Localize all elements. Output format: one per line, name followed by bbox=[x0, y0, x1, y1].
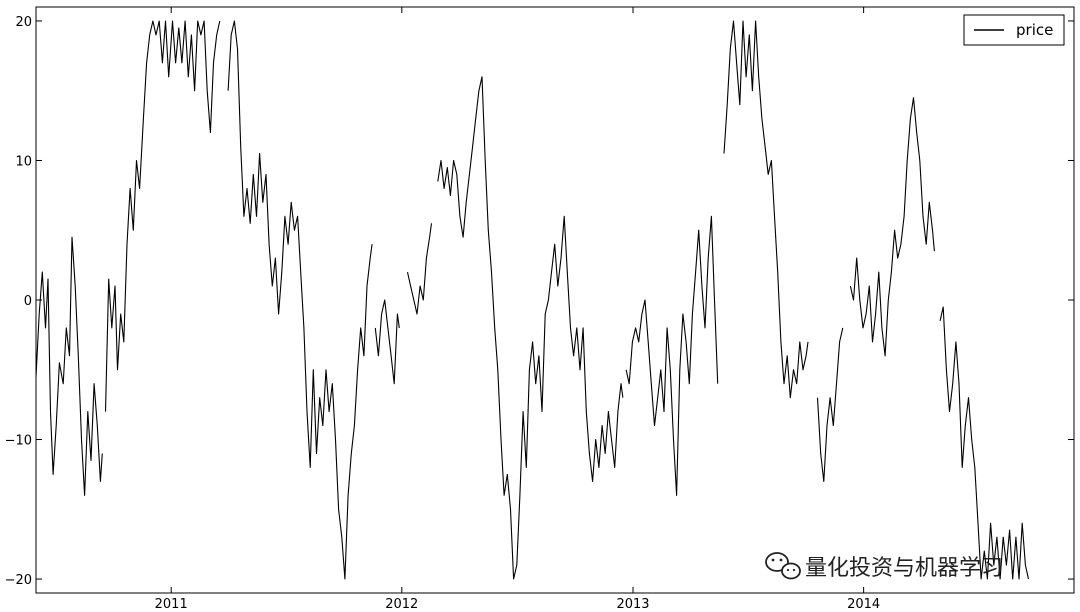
series-price-segment-6 bbox=[437, 76, 624, 580]
wechat-logo-icon bbox=[765, 552, 801, 580]
legend: price bbox=[963, 14, 1065, 46]
series-price-segment-8 bbox=[723, 20, 809, 399]
series-price-segment-11 bbox=[939, 306, 1030, 580]
series-price-segment-4 bbox=[374, 299, 400, 385]
plot-background bbox=[36, 7, 1074, 593]
y-tick-label: 20 bbox=[15, 15, 32, 30]
y-tick-label: 0 bbox=[24, 294, 32, 309]
y-tick-label: 10 bbox=[15, 154, 32, 169]
series-layer bbox=[35, 20, 1030, 580]
y-tick-label: −20 bbox=[5, 573, 32, 588]
series-price-segment-5 bbox=[406, 223, 433, 315]
series-price-segment-9 bbox=[816, 327, 844, 482]
y-tick-label: −10 bbox=[5, 434, 32, 449]
x-tick-label: 2011 bbox=[155, 597, 188, 612]
ticks-layer: 20 10 0 −10 −20 2011 2012 2013 2014 bbox=[5, 7, 1074, 612]
series-price-segment-7 bbox=[625, 215, 719, 496]
legend-label-price: price bbox=[1016, 21, 1053, 39]
series-price-segment-3 bbox=[227, 20, 373, 580]
series-price-segment-1 bbox=[35, 236, 103, 496]
watermark-text: 量化投资与机器学习 bbox=[805, 556, 1003, 581]
series-price-segment-2 bbox=[104, 20, 221, 412]
x-tick-label: 2012 bbox=[385, 597, 418, 612]
watermark: 量化投资与机器学习 bbox=[765, 552, 1003, 581]
x-tick-label: 2013 bbox=[616, 597, 649, 612]
x-tick-label: 2014 bbox=[847, 597, 880, 612]
series-price-segment-10 bbox=[849, 97, 935, 357]
